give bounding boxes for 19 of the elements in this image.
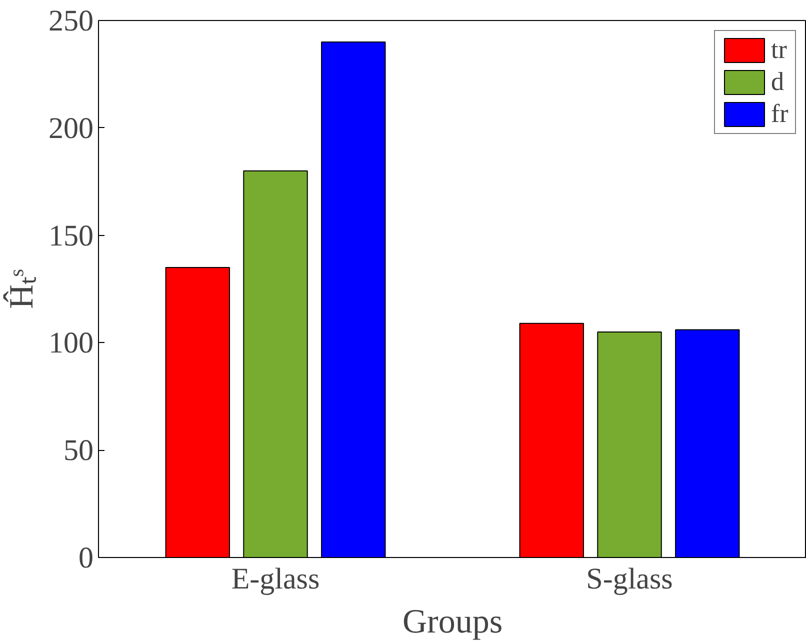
bar	[675, 329, 740, 558]
bar	[519, 322, 584, 558]
x-tick-label: S-glass	[586, 562, 673, 596]
bar	[243, 170, 308, 558]
legend-label: tr	[771, 35, 788, 65]
y-tick-label: 0	[78, 542, 94, 574]
y-tick-label: 50	[64, 434, 94, 468]
bar	[321, 41, 386, 558]
legend-label: d	[771, 67, 785, 97]
y-tick-label: 100	[48, 326, 94, 360]
x-tick-label: E-glass	[231, 562, 320, 596]
legend-label: fr	[771, 99, 790, 129]
bar	[597, 331, 662, 558]
y-tick-label: 150	[48, 219, 94, 252]
x-axis-title: Groups	[402, 604, 503, 640]
y-tick-label: 200	[48, 112, 94, 145]
bar	[165, 267, 230, 558]
y-tick-label: 250	[48, 4, 94, 38]
y-axis-title: Ĥₜˢ	[2, 269, 40, 309]
